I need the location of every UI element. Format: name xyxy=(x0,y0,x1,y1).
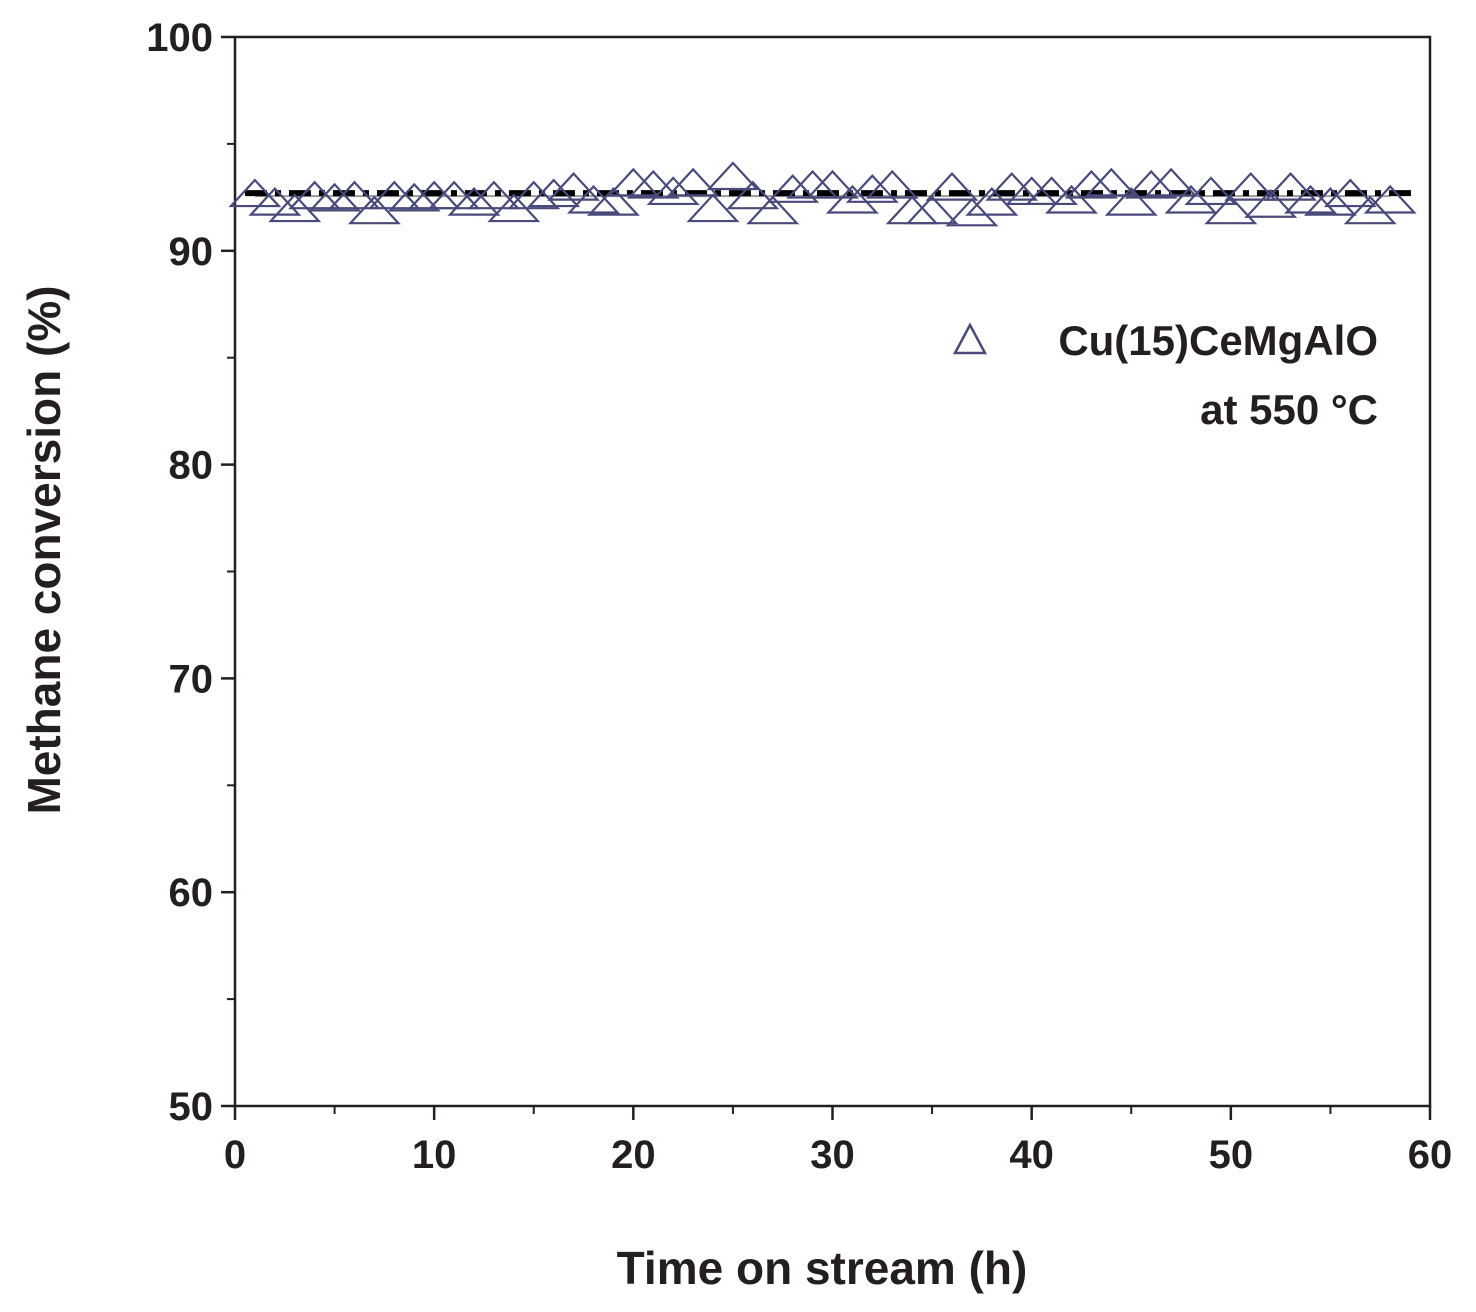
y-tick-label: 50 xyxy=(169,1085,214,1129)
data-point-triangle xyxy=(1264,172,1318,201)
y-tick-label: 90 xyxy=(169,230,214,274)
data-point-triangle xyxy=(726,180,780,210)
data-point-triangle xyxy=(1164,184,1218,214)
data-point-triangle xyxy=(1343,195,1397,225)
data-point-triangle xyxy=(347,195,401,225)
data-point-triangle xyxy=(746,195,800,225)
data-point-triangle xyxy=(427,180,481,210)
data-point-triangle xyxy=(507,180,561,210)
y-tick-label: 100 xyxy=(146,16,213,60)
x-tick-label: 50 xyxy=(1209,1133,1254,1177)
data-point-triangle xyxy=(766,174,820,203)
data-point-triangle xyxy=(1124,169,1178,199)
data-point-triangle xyxy=(845,174,899,203)
x-tick-label: 40 xyxy=(1009,1133,1054,1177)
y-tick-label: 70 xyxy=(169,657,214,701)
data-point-triangle xyxy=(1204,195,1258,225)
data-point-triangle xyxy=(566,184,621,214)
data-point-triangle xyxy=(686,193,740,223)
data-point-triangle xyxy=(288,180,342,210)
data-point-triangle xyxy=(1104,187,1158,216)
x-tick-label: 10 xyxy=(412,1133,457,1177)
data-point-triangle xyxy=(965,187,1019,216)
data-point-triangle xyxy=(308,182,362,212)
data-point-triangle xyxy=(387,182,441,212)
data-point-triangle xyxy=(327,180,382,210)
data-point-triangle xyxy=(527,178,581,208)
data-point-triangle xyxy=(1363,184,1417,214)
data-point-triangle xyxy=(925,172,979,201)
data-point-triangle xyxy=(1303,187,1357,216)
data-point-triangle xyxy=(1283,184,1338,214)
y-tick-label: 60 xyxy=(169,871,214,915)
data-point-triangle xyxy=(1144,167,1198,197)
data-point-triangle xyxy=(467,180,521,210)
data-point-triangle xyxy=(1244,189,1298,218)
data-point-triangle xyxy=(1184,176,1238,206)
data-point-triangle xyxy=(945,197,999,227)
legend-marker-triangle xyxy=(952,322,988,355)
x-tick-label: 30 xyxy=(810,1133,855,1177)
x-tick-label: 0 xyxy=(224,1133,246,1177)
data-point-triangle xyxy=(248,187,302,216)
data-point-triangle xyxy=(228,178,282,208)
data-point-triangle xyxy=(606,167,660,197)
data-point-triangle xyxy=(626,169,680,199)
data-point-triangle xyxy=(1044,184,1099,214)
axes: 50 60 70 80 90 100 0 10 20 30 40 50 60 xyxy=(146,16,1452,1177)
data-point-triangle xyxy=(666,167,720,197)
x-tick-label: 20 xyxy=(611,1133,656,1177)
data-point-triangle xyxy=(825,184,879,214)
data-point-triangle xyxy=(547,172,601,201)
data-point-triangle xyxy=(1323,178,1377,208)
x-tick-label: 60 xyxy=(1408,1133,1453,1177)
data-point-triangle xyxy=(1064,169,1118,199)
legend-sublabel: at 550 °C xyxy=(1200,386,1378,433)
data-point-triangle xyxy=(1084,167,1138,197)
data-point-triangle xyxy=(1224,172,1278,201)
data-point-triangle xyxy=(646,176,700,206)
data-points xyxy=(228,161,1417,227)
data-point-triangle xyxy=(706,161,760,191)
y-axis-title: Methane conversion (%) xyxy=(18,285,70,814)
data-point-triangle xyxy=(805,169,860,199)
legend-label: Cu(15)CeMgAlO xyxy=(1058,317,1378,364)
x-axis-title: Time on stream (h) xyxy=(617,1242,1028,1294)
data-point-triangle xyxy=(367,180,421,210)
y-tick-label: 80 xyxy=(169,444,214,488)
data-point-triangle xyxy=(586,187,640,216)
data-point-triangle xyxy=(905,195,959,225)
data-point-triangle xyxy=(447,187,501,216)
legend: Cu(15)CeMgAlO at 550 °C xyxy=(952,317,1378,433)
data-point-triangle xyxy=(865,169,919,199)
data-point-triangle xyxy=(1025,176,1079,206)
